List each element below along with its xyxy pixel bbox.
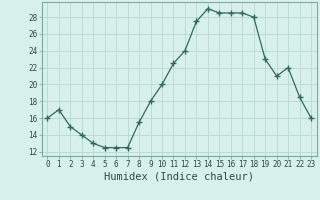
X-axis label: Humidex (Indice chaleur): Humidex (Indice chaleur) bbox=[104, 172, 254, 182]
